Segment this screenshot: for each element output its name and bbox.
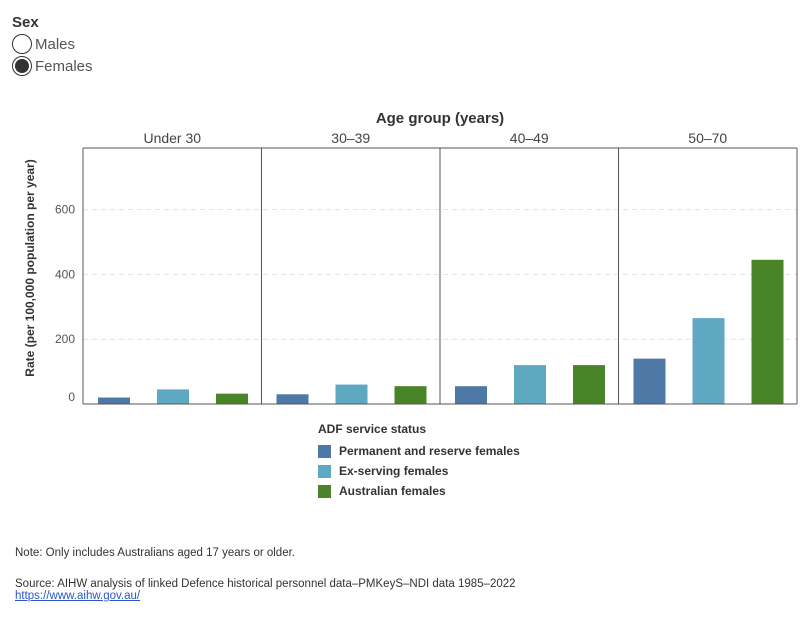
bar	[157, 389, 189, 404]
bar	[751, 259, 784, 404]
bar	[216, 393, 248, 404]
bar	[573, 365, 605, 404]
legend-item-permanent[interactable]: Permanent and reserve females	[318, 441, 520, 461]
bar	[455, 386, 487, 404]
legend-label: Australian females	[339, 484, 446, 498]
radio-selected-icon[interactable]	[12, 56, 32, 76]
y-tick-label: 200	[55, 332, 75, 346]
source-text: Source: AIHW analysis of linked Defence …	[15, 578, 516, 590]
radio-unselected-icon[interactable]	[12, 34, 32, 54]
radio-label-females: Females	[35, 57, 93, 75]
panel-label: Under 30	[143, 130, 201, 146]
legend-swatch	[318, 464, 331, 478]
source-link[interactable]: https://www.aihw.gov.au/	[15, 590, 141, 602]
bar	[692, 318, 725, 404]
legend-item-ex-serving[interactable]: Ex-serving females	[318, 461, 520, 481]
filter-title: Sex	[12, 14, 39, 31]
legend-swatch	[318, 484, 331, 498]
legend-label: Ex-serving females	[339, 464, 449, 478]
legend-title: ADF service status	[318, 422, 427, 436]
sex-filter: Sex Males Females	[12, 14, 93, 77]
source-block: Source: AIHW analysis of linked Defence …	[15, 578, 516, 602]
bar	[335, 384, 368, 404]
panel-label: 40–49	[510, 130, 549, 146]
legend-swatch	[318, 444, 331, 458]
y-tick-label: 600	[55, 203, 75, 217]
bar	[98, 397, 130, 404]
y-tick-label: 0	[68, 390, 75, 404]
bar-chart: 0 200 400 600 Rate (per 100,000 population p…	[23, 110, 798, 405]
legend-label: Permanent and reserve females	[339, 444, 520, 458]
bar	[514, 365, 546, 404]
bar	[394, 386, 427, 404]
radio-label-males: Males	[35, 35, 76, 53]
legend-item-australian[interactable]: Australian females	[318, 481, 520, 501]
radio-option-males[interactable]: Males	[12, 33, 93, 55]
radio-option-females[interactable]: Females	[12, 55, 93, 77]
panel-label: 30–39	[331, 130, 370, 146]
bar	[633, 358, 666, 404]
legend: ADF service status Permanent and reserve…	[318, 422, 520, 501]
chart-title: Age group (years)	[376, 110, 504, 127]
y-axis-label: Rate (per 100,000 population per year)	[23, 159, 37, 376]
y-tick-label: 400	[55, 267, 75, 281]
panel-label: 50–70	[688, 130, 727, 146]
bar	[276, 394, 309, 404]
note-text: Note: Only includes Australians aged 17 …	[15, 547, 295, 559]
